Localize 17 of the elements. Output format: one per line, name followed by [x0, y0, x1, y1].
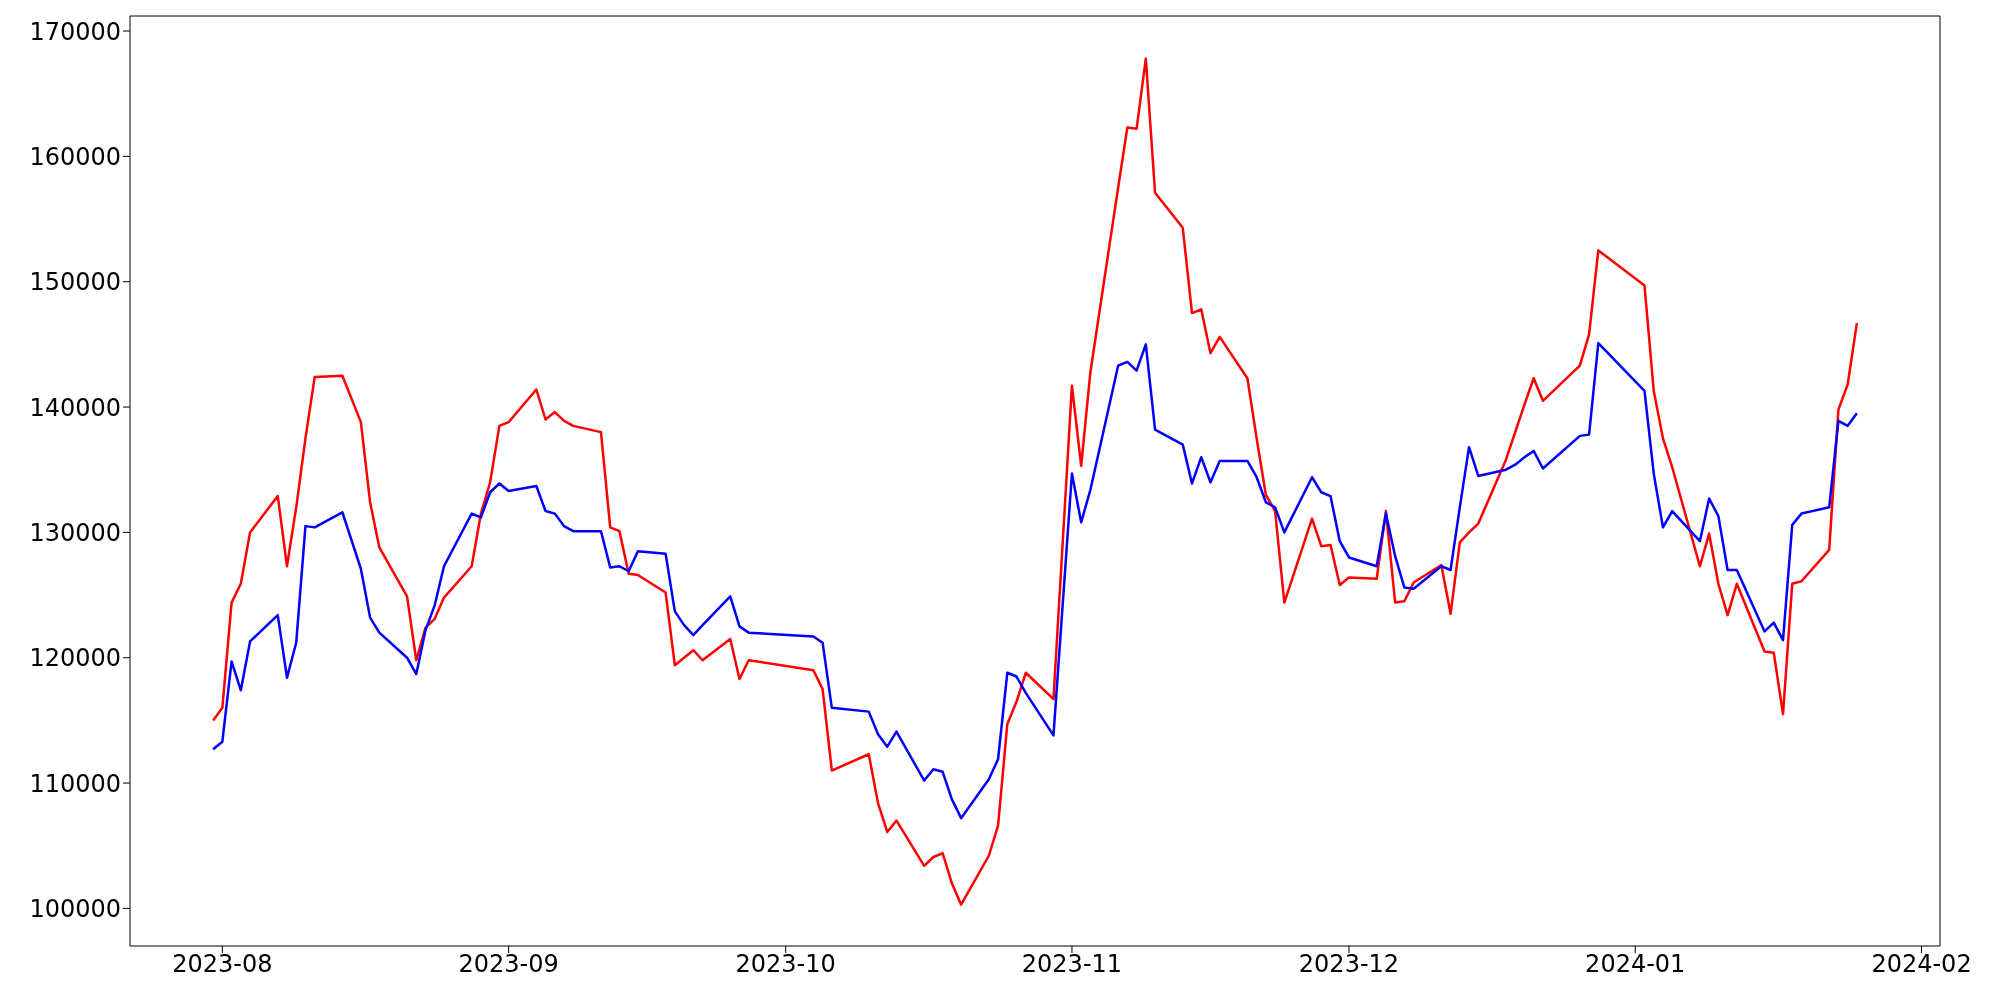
y-tick-label: 150000 — [29, 268, 121, 297]
line-series — [211, 341, 1859, 820]
y-tick-label: 100000 — [29, 894, 121, 923]
x-tick-label: 2023-11 — [1021, 950, 1123, 979]
y-tick-label: 120000 — [29, 644, 121, 673]
y-tick-label: 170000 — [29, 17, 121, 46]
x-tick-label: 2024-02 — [1871, 950, 1972, 979]
x-tick-label: 2023-09 — [458, 950, 559, 979]
y-tick-label: 110000 — [29, 769, 121, 798]
y-tick-label: 140000 — [29, 393, 121, 422]
x-tick-label: 2023-12 — [1298, 950, 1400, 979]
y-tick-label: 160000 — [29, 142, 121, 171]
line-series — [211, 57, 1859, 906]
x-tick-label: 2023-10 — [735, 950, 836, 979]
y-tick-label: 130000 — [29, 518, 121, 547]
x-tick-label: 2023-08 — [172, 950, 273, 979]
x-tick-label: 2024-01 — [1585, 950, 1686, 979]
